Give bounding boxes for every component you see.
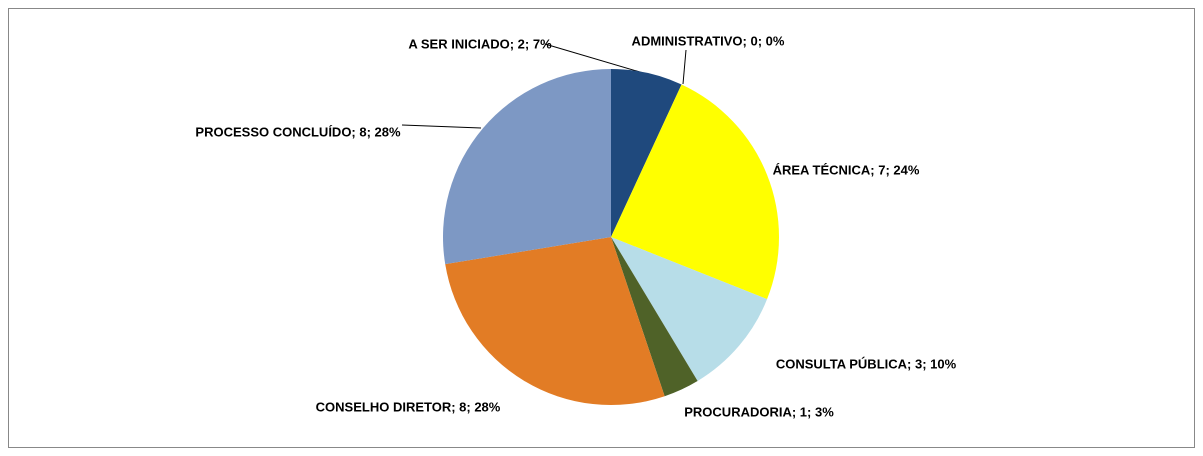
data-label: CONSELHO DIRETOR; 8; 28% (315, 399, 501, 415)
pie-slice (445, 237, 665, 405)
leader-line (544, 43, 651, 76)
pie-slice (611, 84, 780, 300)
data-label: A SER INICIADO; 2; 7% (408, 36, 552, 52)
leader-line (682, 49, 687, 85)
pie-slice (611, 237, 698, 397)
data-label: PROCESSO CONCLUÍDO; 8; 28% (195, 124, 401, 140)
pie-slice (611, 69, 682, 237)
pie-slice (443, 69, 611, 265)
data-label: CONSULTA PÚBLICA; 3; 10% (775, 356, 957, 372)
data-label: ADMINISTRATIVO; 0; 0% (631, 33, 785, 49)
data-label: PROCURADORIA; 1; 3% (684, 404, 834, 420)
pie-slice (611, 237, 768, 381)
leader-line (401, 124, 482, 129)
data-label: ÁREA TÉCNICA; 7; 24% (772, 162, 920, 178)
